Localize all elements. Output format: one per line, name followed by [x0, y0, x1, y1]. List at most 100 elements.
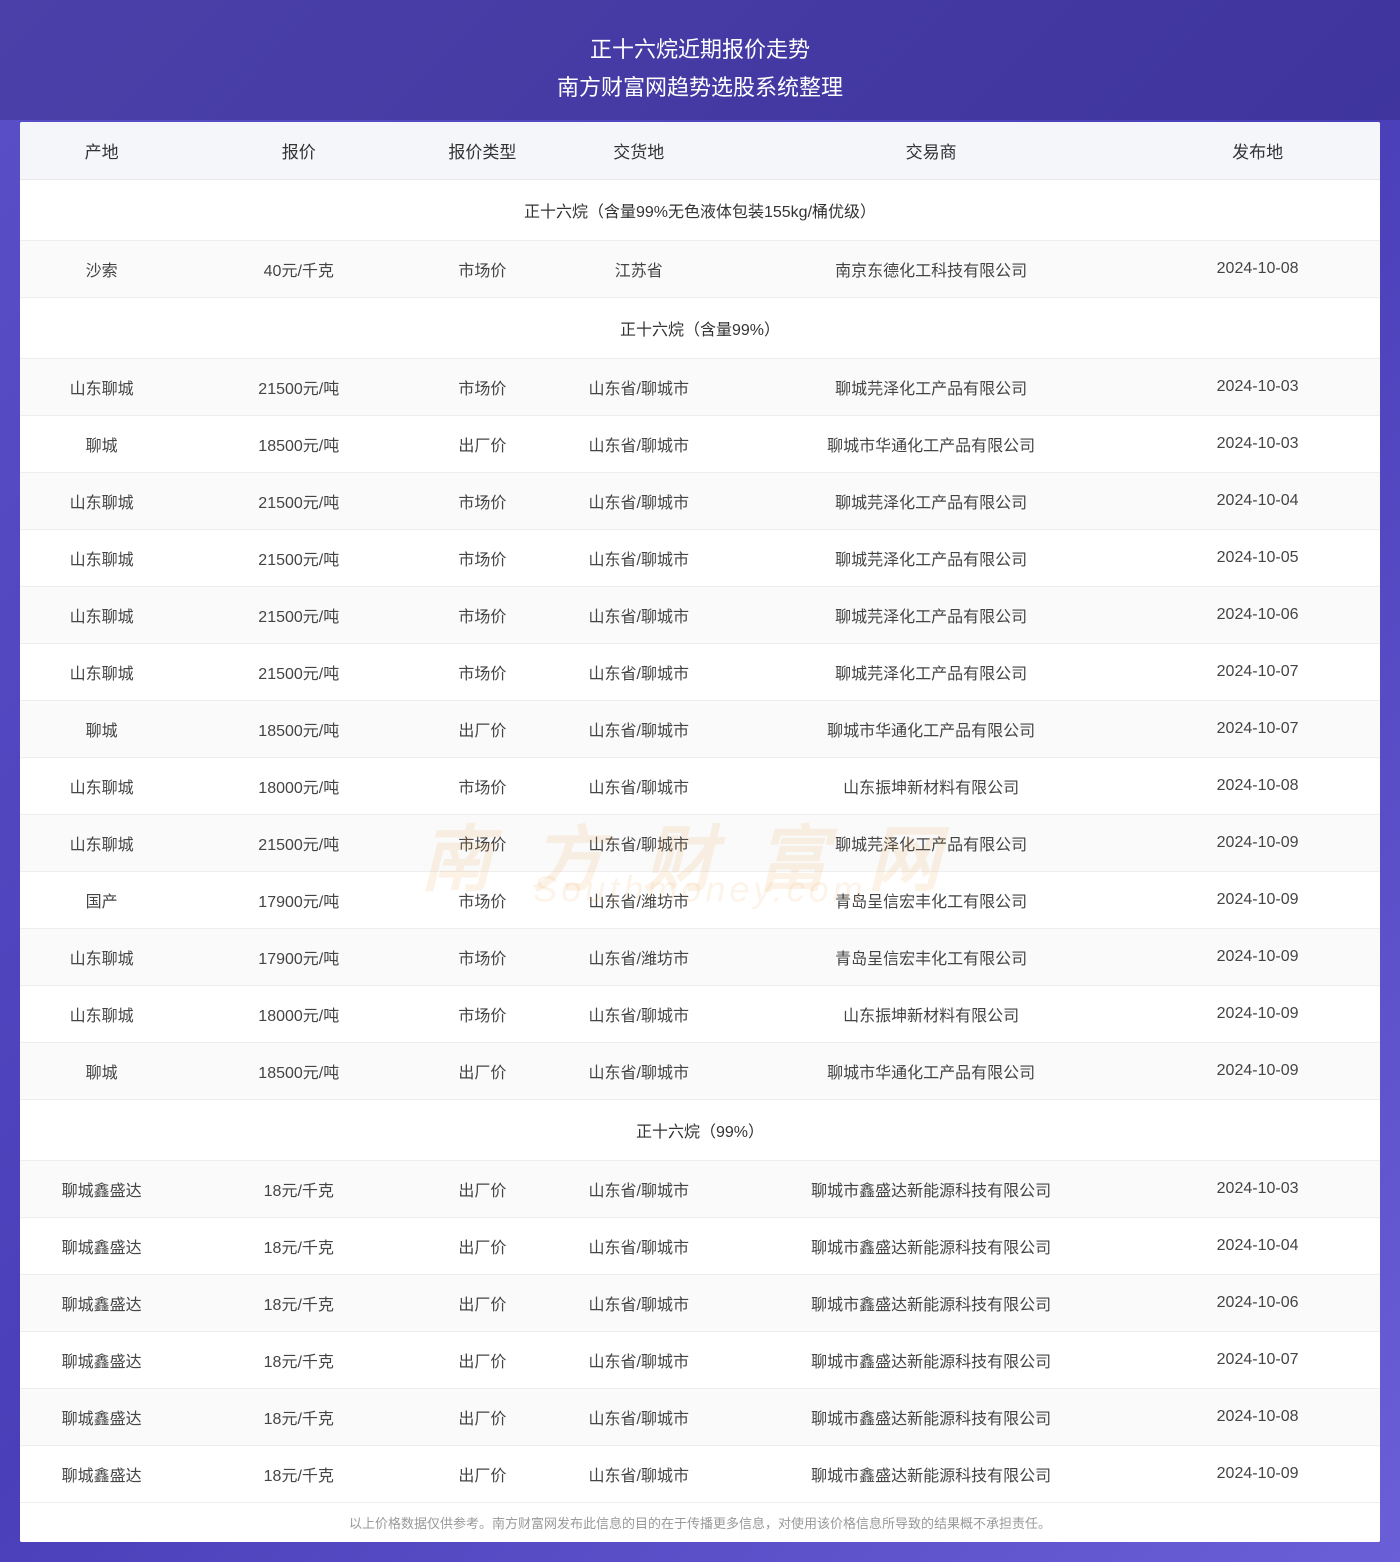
- table-cell: 聊城市鑫盛达新能源科技有限公司: [727, 1389, 1135, 1446]
- table-cell: 18元/千克: [183, 1161, 414, 1218]
- table-cell: 市场价: [414, 815, 550, 872]
- table-cell: 山东聊城: [20, 530, 183, 587]
- table-cell: 21500元/吨: [183, 530, 414, 587]
- table-cell: 出厂价: [414, 1332, 550, 1389]
- table-row: 山东聊城18000元/吨市场价山东省/聊城市山东振坤新材料有限公司2024-10…: [20, 986, 1380, 1043]
- table-cell: 出厂价: [414, 416, 550, 473]
- table-cell: 市场价: [414, 530, 550, 587]
- col-header-price: 报价: [183, 122, 414, 180]
- table-cell: 聊城鑫盛达: [20, 1332, 183, 1389]
- col-header-date: 发布地: [1135, 122, 1380, 180]
- table-cell: 18元/千克: [183, 1389, 414, 1446]
- col-header-dealer: 交易商: [727, 122, 1135, 180]
- table-cell: 2024-10-07: [1135, 1332, 1380, 1389]
- table-row: 聊城18500元/吨出厂价山东省/聊城市聊城市华通化工产品有限公司2024-10…: [20, 701, 1380, 758]
- table-row: 聊城鑫盛达18元/千克出厂价山东省/聊城市聊城市鑫盛达新能源科技有限公司2024…: [20, 1218, 1380, 1275]
- table-cell: 21500元/吨: [183, 815, 414, 872]
- table-cell: 山东省/聊城市: [550, 701, 727, 758]
- table-cell: 山东省/聊城市: [550, 530, 727, 587]
- table-cell: 18500元/吨: [183, 416, 414, 473]
- table-row: 山东聊城21500元/吨市场价山东省/聊城市聊城芫泽化工产品有限公司2024-1…: [20, 359, 1380, 416]
- table-cell: 聊城芫泽化工产品有限公司: [727, 359, 1135, 416]
- table-cell: 聊城鑫盛达: [20, 1275, 183, 1332]
- table-cell: 山东省/聊城市: [550, 1218, 727, 1275]
- table-cell: 40元/千克: [183, 241, 414, 298]
- table-cell: 山东省/聊城市: [550, 359, 727, 416]
- page-header: 正十六烷近期报价走势 南方财富网趋势选股系统整理: [20, 20, 1380, 122]
- table-cell: 聊城市华通化工产品有限公司: [727, 1043, 1135, 1100]
- table-cell: 聊城芫泽化工产品有限公司: [727, 644, 1135, 701]
- col-header-type: 报价类型: [414, 122, 550, 180]
- table-cell: 2024-10-03: [1135, 1161, 1380, 1218]
- table-cell: 山东省/聊城市: [550, 758, 727, 815]
- price-table: 产地 报价 报价类型 交货地 交易商 发布地 正十六烷（含量99%无色液体包装1…: [20, 122, 1380, 1503]
- table-cell: 青岛呈信宏丰化工有限公司: [727, 872, 1135, 929]
- table-cell: 山东省/聊城市: [550, 416, 727, 473]
- table-cell: 聊城市鑫盛达新能源科技有限公司: [727, 1218, 1135, 1275]
- table-row: 聊城鑫盛达18元/千克出厂价山东省/聊城市聊城市鑫盛达新能源科技有限公司2024…: [20, 1275, 1380, 1332]
- page-title: 正十六烷近期报价走势: [20, 32, 1380, 64]
- table-cell: 18000元/吨: [183, 758, 414, 815]
- table-row: 山东聊城21500元/吨市场价山东省/聊城市聊城芫泽化工产品有限公司2024-1…: [20, 530, 1380, 587]
- col-header-location: 交货地: [550, 122, 727, 180]
- table-cell: 2024-10-09: [1135, 815, 1380, 872]
- table-cell: 2024-10-06: [1135, 587, 1380, 644]
- table-cell: 山东省/聊城市: [550, 1043, 727, 1100]
- section-header-row: 正十六烷（含量99%无色液体包装155kg/桶优级）: [20, 180, 1380, 241]
- table-cell: 2024-10-09: [1135, 872, 1380, 929]
- table-cell: 出厂价: [414, 1161, 550, 1218]
- table-cell: 山东聊城: [20, 359, 183, 416]
- table-cell: 17900元/吨: [183, 929, 414, 986]
- table-cell: 聊城: [20, 1043, 183, 1100]
- table-cell: 2024-10-07: [1135, 644, 1380, 701]
- table-cell: 2024-10-08: [1135, 241, 1380, 298]
- table-cell: 山东聊城: [20, 815, 183, 872]
- table-cell: 聊城市鑫盛达新能源科技有限公司: [727, 1332, 1135, 1389]
- table-cell: 聊城鑫盛达: [20, 1161, 183, 1218]
- col-header-origin: 产地: [20, 122, 183, 180]
- table-cell: 18元/千克: [183, 1218, 414, 1275]
- table-cell: 江苏省: [550, 241, 727, 298]
- table-cell: 18000元/吨: [183, 986, 414, 1043]
- table-container: 南方财富网 Southmoney.com 产地 报价 报价类型 交货地 交易商 …: [20, 122, 1380, 1542]
- table-cell: 聊城芫泽化工产品有限公司: [727, 815, 1135, 872]
- table-cell: 市场价: [414, 872, 550, 929]
- table-header-row: 产地 报价 报价类型 交货地 交易商 发布地: [20, 122, 1380, 180]
- table-cell: 聊城鑫盛达: [20, 1389, 183, 1446]
- table-cell: 2024-10-03: [1135, 359, 1380, 416]
- table-row: 聊城鑫盛达18元/千克出厂价山东省/聊城市聊城市鑫盛达新能源科技有限公司2024…: [20, 1161, 1380, 1218]
- table-cell: 山东省/聊城市: [550, 1389, 727, 1446]
- table-cell: 沙索: [20, 241, 183, 298]
- table-cell: 21500元/吨: [183, 644, 414, 701]
- table-cell: 17900元/吨: [183, 872, 414, 929]
- table-cell: 市场价: [414, 473, 550, 530]
- table-cell: 市场价: [414, 644, 550, 701]
- table-cell: 市场价: [414, 359, 550, 416]
- table-cell: 聊城芫泽化工产品有限公司: [727, 530, 1135, 587]
- table-cell: 2024-10-09: [1135, 986, 1380, 1043]
- table-cell: 山东省/聊城市: [550, 587, 727, 644]
- table-cell: 山东聊城: [20, 758, 183, 815]
- table-cell: 聊城: [20, 701, 183, 758]
- table-cell: 18元/千克: [183, 1275, 414, 1332]
- section-title: 正十六烷（含量99%无色液体包装155kg/桶优级）: [20, 180, 1380, 241]
- table-cell: 山东省/聊城市: [550, 986, 727, 1043]
- table-row: 沙索40元/千克市场价江苏省南京东德化工科技有限公司2024-10-08: [20, 241, 1380, 298]
- table-cell: 21500元/吨: [183, 359, 414, 416]
- table-cell: 山东省/聊城市: [550, 1275, 727, 1332]
- table-cell: 18500元/吨: [183, 1043, 414, 1100]
- table-cell: 山东聊城: [20, 587, 183, 644]
- table-cell: 21500元/吨: [183, 473, 414, 530]
- table-cell: 市场价: [414, 986, 550, 1043]
- table-cell: 21500元/吨: [183, 587, 414, 644]
- table-row: 山东聊城21500元/吨市场价山东省/聊城市聊城芫泽化工产品有限公司2024-1…: [20, 815, 1380, 872]
- table-row: 山东聊城17900元/吨市场价山东省/潍坊市青岛呈信宏丰化工有限公司2024-1…: [20, 929, 1380, 986]
- table-cell: 市场价: [414, 929, 550, 986]
- table-cell: 2024-10-06: [1135, 1275, 1380, 1332]
- table-cell: 2024-10-07: [1135, 701, 1380, 758]
- table-cell: 山东省/潍坊市: [550, 872, 727, 929]
- table-cell: 山东省/潍坊市: [550, 929, 727, 986]
- table-row: 聊城18500元/吨出厂价山东省/聊城市聊城市华通化工产品有限公司2024-10…: [20, 1043, 1380, 1100]
- table-cell: 聊城市鑫盛达新能源科技有限公司: [727, 1275, 1135, 1332]
- table-cell: 青岛呈信宏丰化工有限公司: [727, 929, 1135, 986]
